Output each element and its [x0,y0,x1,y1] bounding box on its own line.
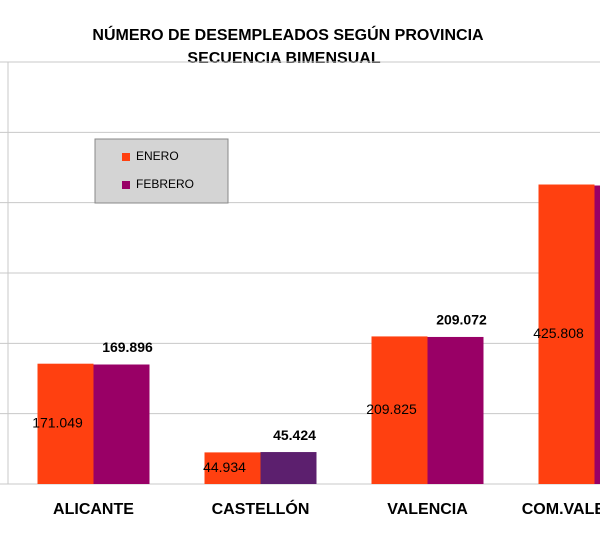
bar [594,185,600,484]
value-label: 209.825 [366,401,417,417]
bar [93,364,150,484]
bar [204,452,261,484]
legend-swatch [122,181,130,189]
value-label: 171.049 [32,415,83,431]
legend-label: ENERO [136,149,179,163]
value-label: 44.934 [203,459,246,475]
x-tick-label: COM.VALENCIANA [522,501,600,518]
bar [260,452,317,484]
bar [538,184,595,484]
value-label: 209.072 [436,312,487,328]
bar [371,336,428,484]
bar [37,363,94,484]
value-label: 425.808 [533,325,584,341]
x-tick-label: CASTELLÓN [212,499,310,518]
legend-swatch [122,153,130,161]
value-label: 45.424 [273,427,316,443]
legend-label: FEBRERO [136,177,194,191]
x-tick-label: VALENCIA [387,501,468,518]
value-label: 169.896 [102,339,153,355]
legend-box [94,138,229,204]
chart-subtitle: SECUENCIA BIMENSUAL [187,50,380,67]
chart-title: NÚMERO DE DESEMPLEADOS SEGÚN PROVINCIA [92,25,484,44]
bar [427,336,484,484]
x-tick-label: ALICANTE [53,501,134,518]
